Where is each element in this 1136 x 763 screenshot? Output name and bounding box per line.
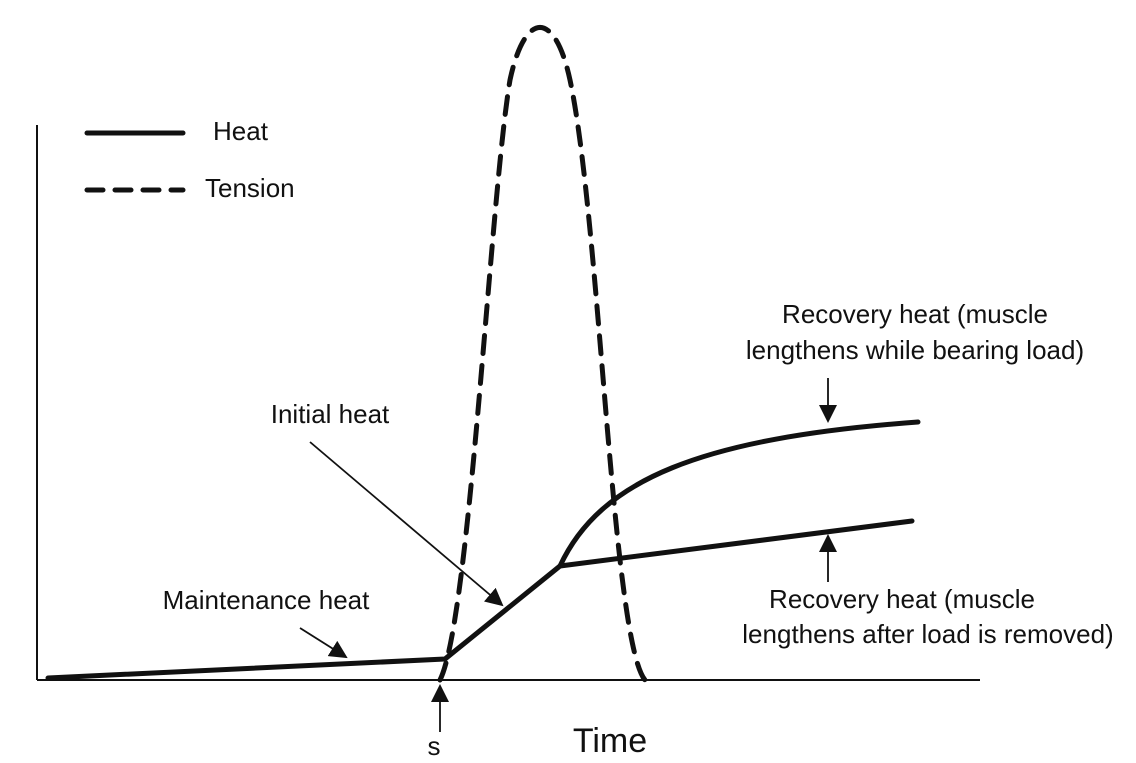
annotation: Maintenance heat xyxy=(163,585,370,615)
tension-curve xyxy=(437,25,648,683)
annotation-arrow xyxy=(299,627,348,659)
annotation: lengthens while bearing load) xyxy=(746,335,1084,365)
legend-label: Heat xyxy=(213,116,269,146)
annotation: lengthens after load is removed) xyxy=(742,619,1113,649)
annotation: Initial heat xyxy=(271,399,390,429)
annotation-arrow xyxy=(309,441,504,607)
heat-curve-loaded xyxy=(557,419,921,569)
annotation: Recovery heat (muscle xyxy=(782,299,1048,329)
heat-curve xyxy=(45,518,915,681)
annotation: Recovery heat (muscle xyxy=(769,584,1035,614)
legend-label: Tension xyxy=(205,173,295,203)
x-axis-label: Time xyxy=(573,722,647,760)
stimulus-label: s xyxy=(428,731,441,761)
